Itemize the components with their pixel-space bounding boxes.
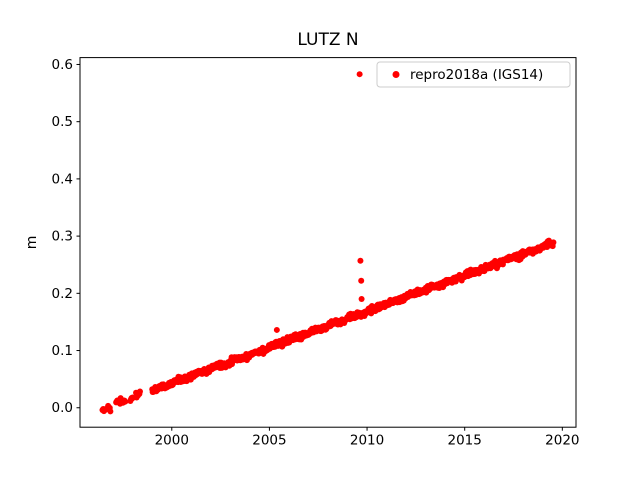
y-tick-label: 0.2	[52, 286, 73, 302]
y-tick-label: 0.3	[52, 229, 73, 245]
data-point	[122, 398, 129, 405]
legend-marker-icon	[392, 71, 400, 78]
data-point	[356, 71, 363, 78]
y-tick-label: 0.6	[52, 57, 73, 73]
data-point	[107, 408, 114, 415]
y-axis-label: m	[24, 236, 40, 250]
legend-box	[376, 61, 571, 88]
legend: repro2018a (IGS14)	[376, 61, 571, 88]
legend-label: repro2018a (IGS14)	[410, 67, 543, 83]
axes-border	[79, 57, 577, 428]
data-point	[273, 326, 280, 333]
data-point	[550, 239, 557, 246]
data-point	[357, 257, 364, 264]
y-tick-label: 0.4	[52, 171, 73, 187]
y-tick-label: 0.5	[52, 114, 73, 130]
y-tick-label: 0.1	[52, 343, 73, 359]
x-tick-label: 2020	[545, 433, 579, 449]
x-tick-label: 2010	[350, 433, 384, 449]
data-point	[136, 388, 143, 395]
data-point	[358, 277, 365, 284]
ticks-layer: 2000 2005 2010 2015 2020 0.0 0.1 0.2 0.3 0.4 0.5 0.…	[52, 57, 580, 449]
data-point	[358, 296, 365, 303]
y-tick-label: 0.0	[52, 400, 73, 416]
x-tick-label: 2000	[155, 433, 189, 449]
x-tick-label: 2005	[252, 433, 286, 449]
x-tick-label: 2015	[448, 433, 482, 449]
chart-title: LUTZ N	[297, 30, 358, 50]
data-points-layer	[99, 71, 557, 415]
